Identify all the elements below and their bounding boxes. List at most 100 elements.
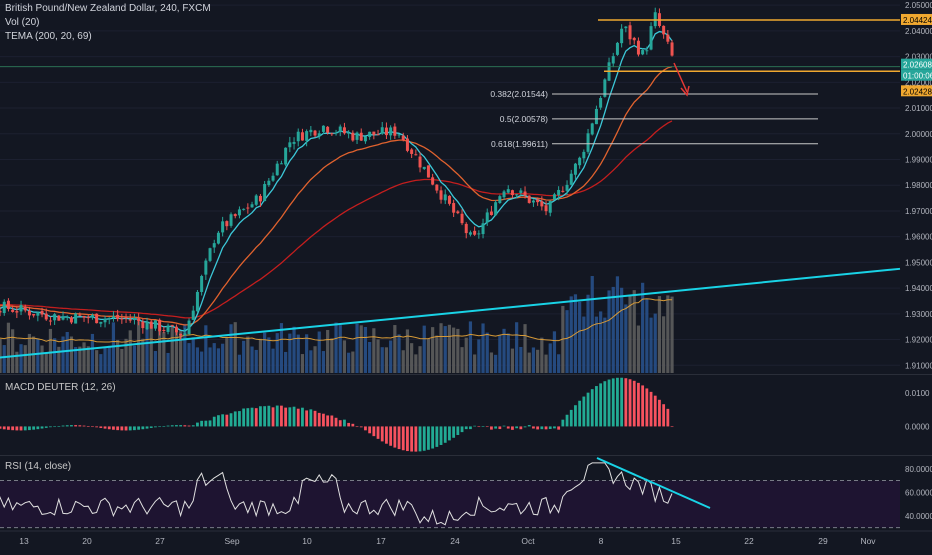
candle-body	[431, 177, 435, 185]
candle-body	[124, 317, 128, 319]
macd-bar	[637, 382, 640, 427]
macd-bar	[418, 426, 422, 452]
macd-bar	[662, 404, 666, 427]
candle-body	[401, 135, 405, 141]
macd-bar	[406, 426, 409, 452]
macd-bar	[561, 419, 565, 427]
volume-bar	[355, 323, 359, 373]
macd-bar	[44, 426, 48, 428]
candle-body	[191, 310, 195, 320]
volume-bar	[107, 345, 111, 373]
volume-bar	[267, 337, 271, 373]
x-tick-label: Nov	[860, 536, 876, 546]
volume-bar	[515, 322, 519, 373]
macd-bar	[2, 426, 6, 430]
volume-bar	[229, 324, 233, 373]
volume-bar	[95, 350, 99, 373]
candle-body	[288, 142, 292, 148]
candle-body	[212, 243, 216, 248]
volume-bar	[338, 325, 342, 373]
candle-body	[132, 318, 136, 321]
candle-body	[649, 26, 653, 50]
candle-body	[61, 316, 65, 320]
candle-body	[355, 132, 359, 140]
macd-bar	[208, 420, 212, 427]
macd-bar	[170, 425, 174, 427]
volume-bar	[120, 348, 124, 373]
candle-body	[321, 125, 325, 132]
macd-bar	[364, 426, 367, 431]
candle-body	[149, 321, 153, 329]
candle-body	[254, 195, 258, 205]
macd-bar	[427, 426, 430, 450]
volume-bar	[65, 332, 69, 373]
candle-body	[107, 317, 111, 320]
candle-body	[599, 97, 603, 108]
macd-bar	[532, 426, 535, 429]
candle-body	[447, 195, 451, 204]
macd-tick-label: 0.0100	[905, 389, 930, 398]
rsi-divergence-line	[596, 457, 711, 509]
candle-body	[376, 134, 380, 136]
macd-bar	[305, 410, 309, 427]
candle-body	[548, 201, 552, 213]
candle-body	[477, 233, 481, 235]
macd-bar	[385, 426, 388, 444]
candle-body	[99, 321, 103, 324]
candle-body	[95, 313, 99, 324]
volume-bar	[296, 334, 300, 373]
candle-body	[389, 127, 393, 136]
candle-body	[48, 320, 52, 322]
volume-bar	[153, 351, 158, 373]
volume-bar	[384, 347, 389, 373]
hline-price-tag: 2.04424	[903, 16, 932, 25]
candle-body	[27, 310, 31, 316]
x-tick-label: 29	[818, 536, 828, 546]
candle-body	[221, 221, 225, 233]
macd-bar	[32, 426, 36, 430]
candle-body	[305, 131, 309, 141]
volume-bar	[2, 345, 6, 373]
volume-bar	[510, 348, 515, 373]
macd-bar	[15, 426, 19, 431]
macd-bar	[422, 426, 426, 451]
volume-bar	[275, 333, 279, 373]
volume-bar	[502, 328, 506, 373]
macd-bar	[204, 420, 208, 427]
tema-slow-line	[0, 120, 673, 319]
volume-bar	[300, 354, 305, 373]
volume-bar	[540, 337, 544, 373]
rsi-tick-label: 40.0000	[905, 512, 932, 521]
price-tick-label: 1.91000	[905, 361, 932, 370]
candle-body	[292, 141, 296, 144]
candle-body	[141, 321, 145, 329]
volume-bar	[473, 354, 477, 373]
candle-body	[40, 311, 44, 315]
candle-body	[275, 163, 279, 176]
macd-bar	[288, 407, 292, 427]
candle-body	[410, 149, 414, 154]
volume-bar	[368, 342, 372, 373]
candle-body	[489, 211, 493, 215]
volume-bar	[468, 321, 473, 373]
macd-bar	[599, 383, 603, 427]
volume-bar	[158, 330, 162, 373]
volume-bar	[317, 331, 321, 373]
macd-bar	[263, 406, 267, 427]
macd-bar	[553, 426, 556, 429]
volume-bar	[254, 349, 258, 373]
candle-body	[36, 312, 40, 316]
candle-body	[368, 131, 372, 137]
fib-label: 0.5(2.00578)	[500, 114, 548, 124]
price-tick-label: 2.01000	[905, 104, 932, 113]
volume-bar	[620, 287, 624, 373]
macd-bar	[351, 423, 355, 427]
macd-bar	[74, 425, 78, 427]
volume-bar	[128, 330, 132, 373]
volume-bar	[628, 295, 632, 373]
price-tick-label: 2.05000	[905, 1, 932, 10]
volume-bar	[351, 351, 355, 373]
macd-bar	[649, 391, 653, 427]
volume-bar	[82, 342, 86, 373]
